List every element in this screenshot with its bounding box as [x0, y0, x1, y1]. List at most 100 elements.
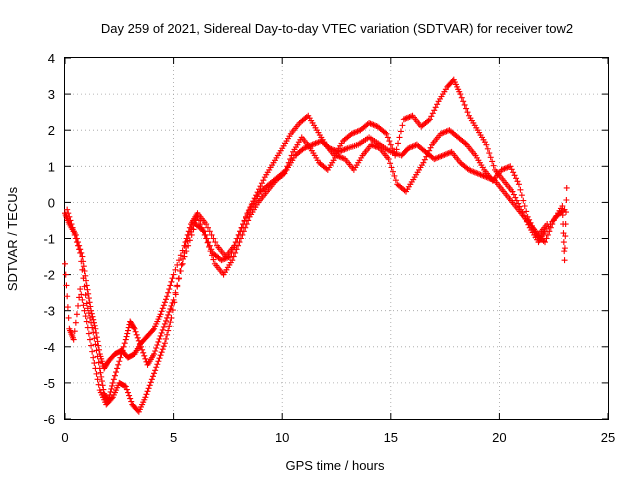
data-point: [447, 149, 454, 156]
data-point: [124, 327, 131, 334]
data-point: [256, 186, 263, 193]
data-point: [203, 235, 210, 242]
data-point: [84, 286, 91, 293]
data-point: [90, 329, 97, 336]
data-point: [158, 349, 165, 356]
data-point: [84, 324, 91, 331]
data-point: [518, 192, 525, 199]
data-point: [167, 282, 174, 289]
x-tick-label: 10: [275, 430, 289, 445]
data-point: [465, 166, 472, 173]
data-point: [281, 170, 288, 177]
data-marks: [62, 76, 570, 415]
data-point: [370, 121, 377, 128]
data-point: [518, 206, 525, 213]
data-point: [164, 331, 171, 338]
data-point: [221, 255, 228, 262]
data-point: [152, 348, 159, 355]
data-point: [72, 235, 79, 242]
data-point: [169, 275, 176, 282]
y-tick-label: -6: [43, 412, 55, 427]
data-point: [560, 239, 567, 246]
data-point: [197, 221, 204, 228]
data-point: [477, 171, 484, 178]
data-point: [134, 334, 141, 341]
data-point: [303, 113, 310, 120]
data-point: [148, 376, 155, 383]
data-point: [224, 254, 231, 261]
data-point: [254, 189, 261, 196]
data-point: [546, 228, 553, 235]
data-point: [385, 156, 392, 163]
x-tick-label: 0: [61, 430, 68, 445]
data-point: [162, 317, 169, 324]
data-point: [109, 379, 116, 386]
data-point: [279, 171, 286, 178]
data-point: [76, 294, 83, 301]
data-point: [371, 122, 378, 129]
data-point: [81, 307, 88, 314]
data-point: [239, 231, 246, 238]
data-point: [333, 152, 340, 159]
data-point: [405, 114, 412, 121]
data-point: [154, 341, 161, 348]
y-tick-label: -5: [43, 376, 55, 391]
data-point: [123, 333, 130, 340]
plot-frame: [64, 57, 609, 420]
data-point: [161, 320, 168, 327]
y-tick-label: 2: [48, 123, 55, 138]
data-point: [334, 153, 341, 160]
data-point: [401, 187, 408, 194]
data-point: [80, 263, 87, 270]
data-point: [439, 152, 446, 159]
data-point: [396, 134, 403, 141]
x-tick-label: 15: [384, 430, 398, 445]
data-point: [140, 349, 147, 356]
data-point: [367, 120, 374, 127]
data-point: [205, 239, 212, 246]
data-point: [158, 308, 165, 315]
data-point: [420, 159, 427, 166]
data-point: [561, 257, 568, 264]
data-point: [166, 286, 173, 293]
data-point: [85, 310, 92, 317]
data-point: [462, 140, 469, 147]
data-point: [64, 304, 71, 311]
data-point: [424, 150, 431, 157]
data-point: [508, 166, 515, 173]
data-point: [369, 142, 376, 149]
data-point: [547, 224, 554, 231]
data-point: [245, 207, 252, 214]
data-point: [91, 335, 98, 342]
data-point: [502, 165, 509, 172]
data-point: [524, 213, 531, 220]
data-point: [313, 139, 320, 146]
data-point: [165, 327, 172, 334]
data-point: [72, 319, 79, 326]
data-point: [203, 221, 210, 228]
data-point: [194, 213, 201, 220]
data-point: [88, 342, 95, 349]
data-point: [149, 326, 156, 333]
data-point: [510, 169, 517, 176]
data-point: [434, 154, 441, 161]
data-point: [387, 160, 394, 167]
data-point: [208, 231, 215, 238]
data-point: [78, 258, 85, 265]
data-point: [82, 313, 89, 320]
data-point: [251, 195, 258, 202]
data-point: [423, 153, 430, 160]
data-point: [98, 373, 105, 380]
data-point: [64, 293, 71, 300]
data-point: [230, 253, 237, 260]
data-point: [119, 347, 126, 354]
data-point: [155, 358, 162, 365]
data-point: [206, 242, 213, 249]
data-point: [108, 395, 115, 402]
data-point: [513, 197, 520, 204]
x-axis-label: GPS time / hours: [286, 458, 385, 473]
data-point: [171, 299, 178, 306]
data-point: [63, 282, 70, 289]
data-point: [559, 203, 566, 210]
data-point: [421, 156, 428, 163]
